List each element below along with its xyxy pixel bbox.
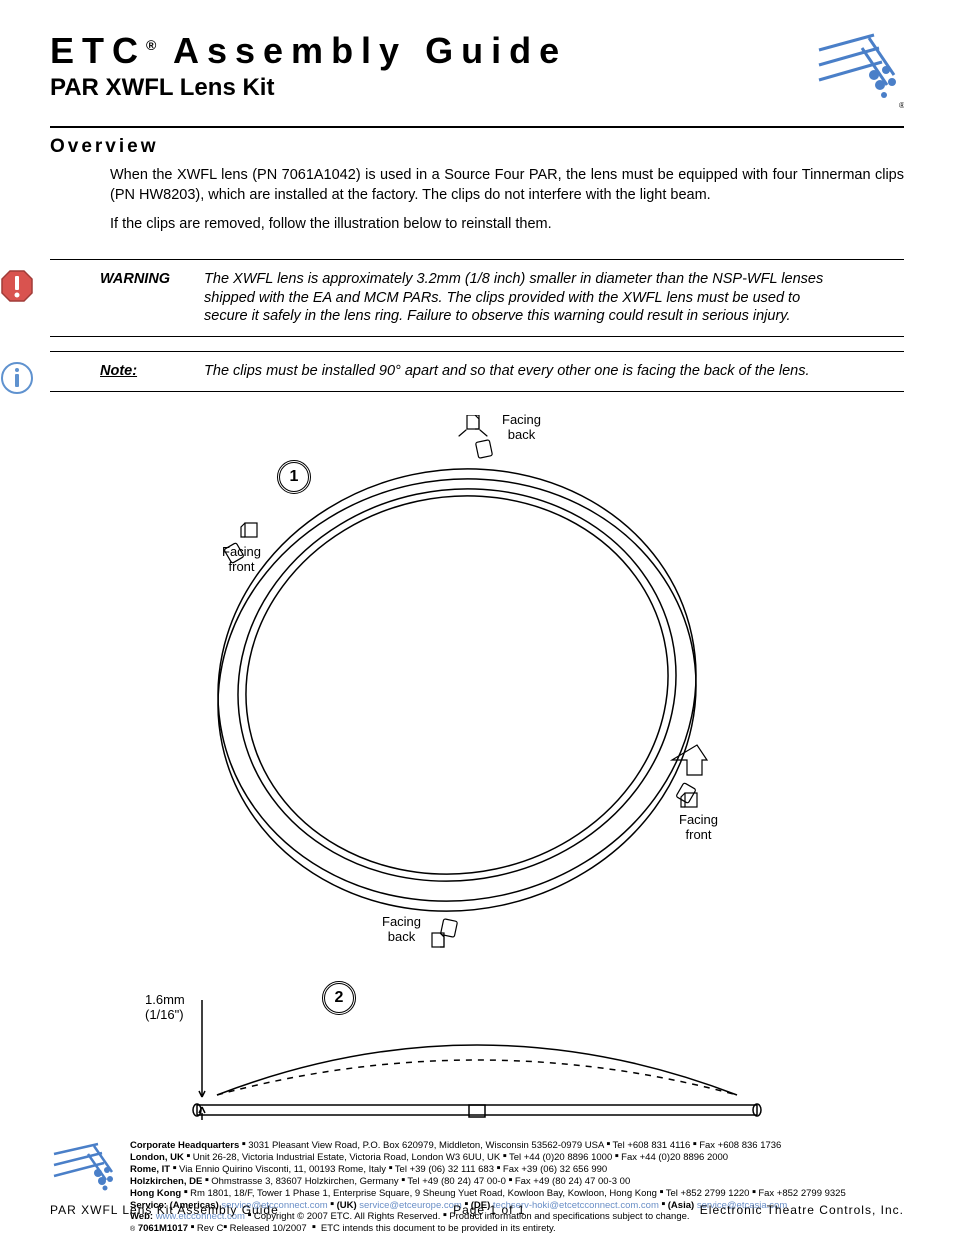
label-facing-front-left: Facing front xyxy=(222,545,261,574)
title-sub: PAR XWFL Lens Kit xyxy=(50,74,904,102)
rev: Rev C xyxy=(197,1223,223,1234)
it-label: Rome, IT xyxy=(130,1164,170,1175)
title-main: ETC® Assembly Guide xyxy=(50,30,904,72)
de-addr: Ohmstrasse 3, 83607 Holzkirchen, Germany xyxy=(211,1176,398,1187)
note-callout: Note: The clips must be installed 90° ap… xyxy=(50,351,904,395)
warning-callout: WARNING The XWFL lens is approximately 3… xyxy=(50,259,904,338)
warning-text: The XWFL lens is approximately 3.2mm (1/… xyxy=(204,270,834,327)
page-footer-left: PAR XWFL Lens Kit Assembly Guide xyxy=(50,1203,279,1217)
hq-tel: Tel +608 831 4116 xyxy=(613,1140,691,1151)
it-tel: Tel +39 (06) 32 111 683 xyxy=(395,1164,494,1175)
footer-text: Corporate Headquarters ■ 3031 Pleasant V… xyxy=(130,1140,846,1235)
footer-block: Corporate Headquarters ■ 3031 Pleasant V… xyxy=(50,1140,904,1235)
hk-tel: Tel +852 2799 1220 xyxy=(666,1188,750,1199)
etc-logo-small xyxy=(50,1140,120,1235)
uk-addr: Unit 26-28, Victoria Industrial Estate, … xyxy=(193,1152,501,1163)
title-brand: ETC xyxy=(50,30,146,71)
hk-fax: Fax +852 2799 9325 xyxy=(758,1188,845,1199)
page-footer-center: Page 1 of 1 xyxy=(453,1203,525,1217)
released: Released 10/2007 xyxy=(230,1223,307,1234)
overview-body: When the XWFL lens (PN 7061A1042) is use… xyxy=(110,166,904,245)
warning-label: WARNING xyxy=(100,270,200,289)
etc-logo: ® xyxy=(814,30,904,110)
overview-heading: Overview xyxy=(50,136,904,158)
page-footer-right: Electronic Theatre Controls, Inc. xyxy=(700,1203,904,1217)
de-tel: Tel +49 (80 24) 47 00-0 xyxy=(407,1176,506,1187)
hk-addr: Rm 1801, 18/F, Tower 1 Phase 1, Enterpri… xyxy=(190,1188,657,1199)
de-label: Holzkirchen, DE xyxy=(130,1176,202,1187)
intent: ETC intends this document to be provided… xyxy=(321,1223,556,1234)
uk-fax: Fax +44 (0)20 8896 2000 xyxy=(621,1152,728,1163)
uk-tel: Tel +44 (0)20 8896 1000 xyxy=(509,1152,612,1163)
svg-text:®: ® xyxy=(899,101,904,110)
hq-label: Corporate Headquarters xyxy=(130,1140,239,1151)
note-label: Note: xyxy=(100,362,200,381)
title-rest: Assembly Guide xyxy=(156,30,567,71)
it-addr: Via Ennio Quirino Visconti, 11, 00193 Ro… xyxy=(179,1164,386,1175)
hq-addr: 3031 Pleasant View Road, P.O. Box 620979… xyxy=(248,1140,604,1151)
label-facing-back-bottom: Facing back xyxy=(382,915,421,944)
illustration-lens-ring: 1 Facing back Facing front Facing back F… xyxy=(127,415,827,975)
note-text: The clips must be installed 90° apart an… xyxy=(204,362,834,381)
label-facing-front-right: Facing front xyxy=(679,813,718,842)
warning-icon xyxy=(0,269,34,303)
step-2-badge: 2 xyxy=(322,981,356,1015)
header-rule xyxy=(50,126,904,128)
gap-dimension-label: 1.6mm (1/16") xyxy=(145,993,185,1022)
label-facing-back-top: Facing back xyxy=(502,413,541,442)
hq-fax: Fax +608 836 1736 xyxy=(699,1140,781,1151)
header: ETC® Assembly Guide PAR XWFL Lens Kit ® xyxy=(50,30,904,120)
note-icon xyxy=(0,361,34,395)
illustration-side-view: 2 1.6mm (1/16") xyxy=(127,985,827,1125)
overview-p1: When the XWFL lens (PN 7061A1042) is use… xyxy=(110,166,904,205)
docnum: 7061M1017 xyxy=(138,1223,188,1234)
de-fax: Fax +49 (80 24) 47 00-3 00 xyxy=(515,1176,630,1187)
page-footer: PAR XWFL Lens Kit Assembly Guide Page 1 … xyxy=(50,1203,904,1217)
it-fax: Fax +39 (06) 32 656 990 xyxy=(503,1164,607,1175)
registered-mark: ® xyxy=(146,37,156,53)
step-1-badge: 1 xyxy=(277,460,311,494)
overview-p2: If the clips are removed, follow the ill… xyxy=(110,215,904,235)
uk-label: London, UK xyxy=(130,1152,184,1163)
hk-label: Hong Kong xyxy=(130,1188,181,1199)
